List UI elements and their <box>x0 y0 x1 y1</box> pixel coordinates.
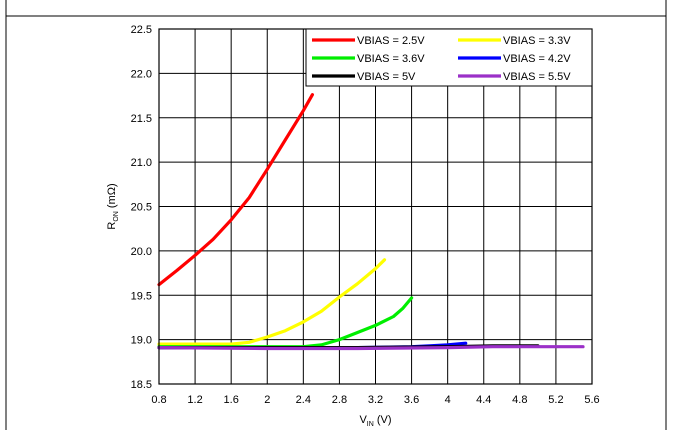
legend-label: VBIAS = 5.5V <box>503 71 571 83</box>
legend-label: VBIAS = 2.5V <box>357 35 425 47</box>
x-tick-label: 4.8 <box>512 394 527 406</box>
grid-layer <box>158 28 593 385</box>
y-tick-label: 22.0 <box>131 68 152 80</box>
y-axis-label: RON (mΩ) <box>106 183 120 229</box>
x-tick-label: 2.4 <box>296 394 311 406</box>
x-axis-label: VIN (V) <box>359 414 391 428</box>
y-tick-label: 18.5 <box>131 379 152 391</box>
x-tick-label: 2.8 <box>332 394 347 406</box>
y-tick-label: 21.5 <box>131 113 152 125</box>
x-tick-label: 3.6 <box>404 394 419 406</box>
series-line-0 <box>157 93 314 287</box>
x-axis-label-subscript: IN <box>367 421 374 428</box>
legend-label: VBIAS = 3.6V <box>357 53 425 65</box>
x-tick-label: 4.4 <box>476 394 491 406</box>
x-axis-label-main: V <box>359 414 367 426</box>
y-tick-label: 19.5 <box>131 290 152 302</box>
x-tick-label: 2 <box>264 394 270 406</box>
x-tick-label: 0.8 <box>151 394 166 406</box>
legend: VBIAS = 2.5V VBIAS = 3.3V VBIAS = 3.6V VBIA… <box>305 28 593 87</box>
y-tick-label: 20.0 <box>131 246 152 258</box>
y-tick-label: 19.0 <box>131 335 152 347</box>
x-tick-label: 4 <box>445 394 451 406</box>
x-tick-label: 1.2 <box>187 394 202 406</box>
legend-label: VBIAS = 4.2V <box>503 53 571 65</box>
y-tick-label: 22.5 <box>131 24 152 36</box>
ticks-layer: 0.8 1.2 1.6 2 2.4 2.8 3.2 3.6 4 4.4 4.8 5.2 5.6 18.5 1… <box>131 24 600 406</box>
y-tick-label: 21.0 <box>131 157 152 169</box>
legend-label: VBIAS = 5V <box>357 71 416 83</box>
y-tick-label: 20.5 <box>131 202 152 214</box>
y-axis-label-main: R <box>106 222 118 230</box>
x-tick-label: 1.6 <box>224 394 239 406</box>
series-layer <box>157 93 585 351</box>
series-line-1 <box>157 258 387 346</box>
y-axis-label-subscript: ON <box>113 211 120 222</box>
x-tick-label: 5.6 <box>584 394 599 406</box>
y-axis-label-unit: (mΩ) <box>106 183 118 211</box>
x-tick-label: 3.2 <box>368 394 383 406</box>
legend-label: VBIAS = 3.3V <box>503 35 571 47</box>
series-line-5 <box>157 345 585 351</box>
x-axis-label-unit: (V) <box>374 414 392 426</box>
x-tick-label: 5.2 <box>548 394 563 406</box>
